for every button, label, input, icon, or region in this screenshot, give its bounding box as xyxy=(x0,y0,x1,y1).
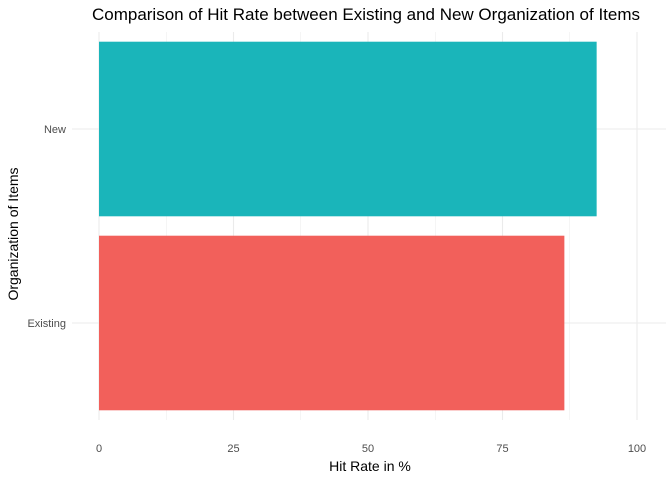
bar-existing xyxy=(99,235,565,411)
y-tick-label-new: New xyxy=(44,124,66,136)
x-tick-label: 25 xyxy=(227,443,239,455)
x-tick-label: 75 xyxy=(496,443,508,455)
chart-title: Comparison of Hit Rate between Existing … xyxy=(92,5,640,24)
bars xyxy=(99,41,597,411)
x-tick-label: 100 xyxy=(628,443,646,455)
x-tick-label: 50 xyxy=(362,443,374,455)
x-axis-title: Hit Rate in % xyxy=(329,458,411,474)
y-tick-label-existing: Existing xyxy=(27,318,66,330)
tick-labels: Existing New 0 25 50 75 100 xyxy=(27,124,646,455)
bar-new xyxy=(99,41,597,217)
y-axis-title: Organization of Items xyxy=(5,167,21,300)
x-tick-label: 0 xyxy=(96,443,102,455)
